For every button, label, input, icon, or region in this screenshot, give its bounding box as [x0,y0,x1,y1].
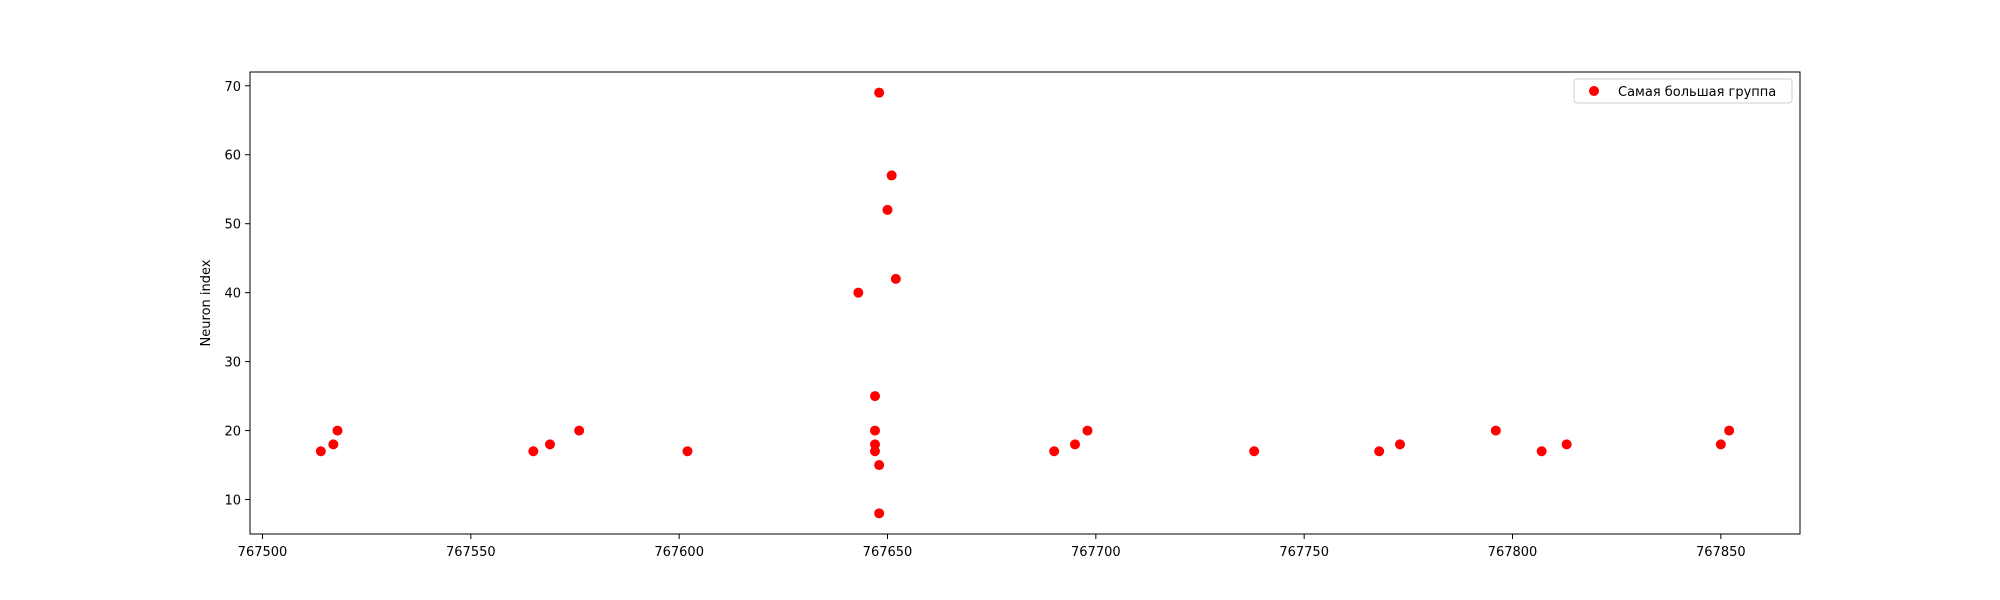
data-point [882,204,893,215]
y-tick-label: 70 [224,80,241,95]
y-tick-label: 10 [224,494,241,509]
data-point [332,425,343,436]
data-point [874,460,885,471]
x-tick-label: 767800 [1488,545,1538,560]
data-point [870,446,880,457]
data-point [1490,425,1501,436]
x-tick-label: 767700 [1071,545,1121,560]
data-points [315,87,1735,519]
data-point [1561,439,1572,450]
data-point [545,439,555,450]
legend-label: Самая большая группа [1618,85,1776,100]
y-tick-label: 60 [224,149,241,164]
x-tick-label: 767550 [446,545,496,560]
data-point [1536,446,1547,457]
legend-marker [1589,86,1599,96]
data-point [874,508,885,519]
data-point [886,170,897,181]
y-tick-label: 30 [224,356,241,371]
data-point [574,425,585,436]
plot-area [250,72,1800,534]
data-point [328,439,339,450]
data-point [874,87,885,98]
data-point [853,287,864,298]
data-point [1070,439,1080,450]
data-point [1715,439,1726,450]
y-tick-label: 40 [224,287,241,302]
data-point [1249,446,1260,457]
x-tick-label: 767850 [1696,545,1746,560]
data-point [1082,425,1093,436]
y-tick-label: 50 [224,218,241,233]
data-point [528,446,539,457]
x-tick-label: 767600 [654,545,704,560]
legend-box [1573,78,1793,104]
data-point [1374,446,1385,457]
legend: Самая большая группа [1573,78,1793,104]
y-tick-label: 20 [224,425,241,440]
x-axis-ticks: 767500 767550 767600 767650 767700 767750 7678… [238,534,1746,560]
data-point [682,446,693,457]
y-axis-ticks: 10 20 30 40 50 60 70 [224,80,250,509]
x-tick-label: 767750 [1279,545,1329,560]
data-point [315,446,326,457]
data-point [1724,425,1735,436]
data-point [1049,446,1060,457]
data-point [890,273,901,284]
data-point [870,439,880,450]
x-tick-label: 767650 [863,545,913,560]
data-point [1395,439,1405,450]
data-point [870,391,880,402]
y-axis-label: Neuron index [199,259,214,346]
data-point [870,425,880,436]
x-tick-label: 767500 [238,545,288,560]
plot-frame [249,71,1801,535]
